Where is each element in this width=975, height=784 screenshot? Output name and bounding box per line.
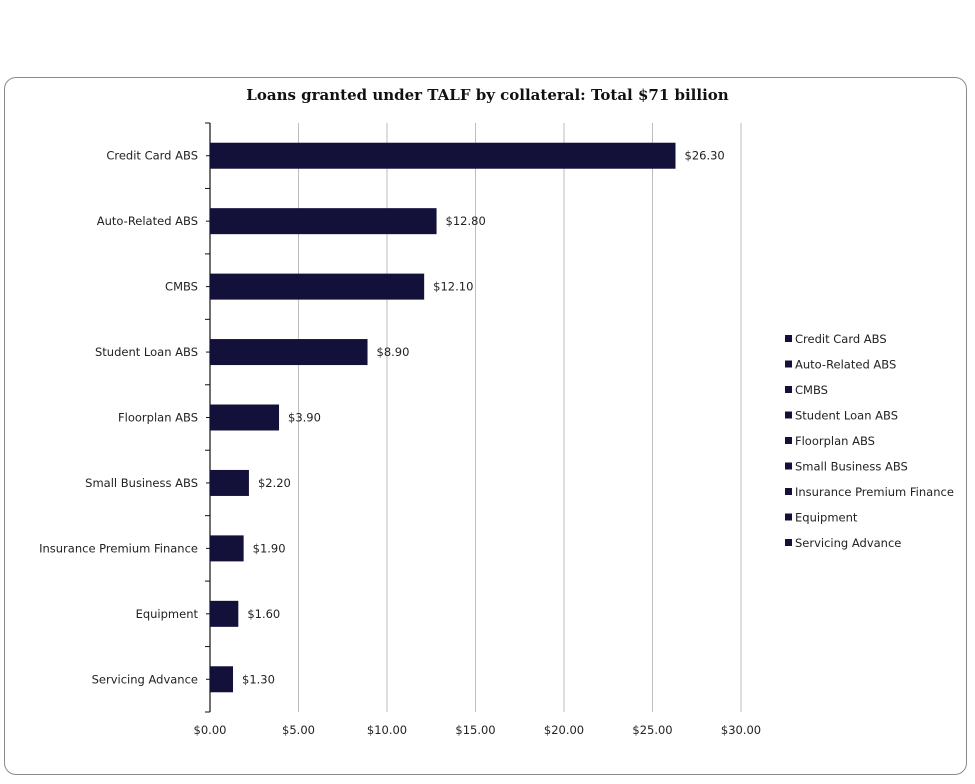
bar-student-loan-abs (210, 339, 368, 366)
data-label: $12.10 (433, 280, 473, 294)
legend-swatch (785, 360, 792, 368)
category-label: CMBS (165, 280, 198, 294)
x-tick-label: $25.00 (632, 723, 672, 737)
legend-entry: Servicing Advance (795, 536, 901, 550)
category-label: Servicing Advance (92, 672, 198, 686)
legend-entry: Small Business ABS (795, 460, 908, 474)
bar-equipment (210, 600, 239, 627)
category-label: Auto-Related ABS (97, 214, 198, 228)
x-tick-label: $5.00 (282, 723, 315, 737)
category-label: Student Loan ABS (95, 345, 198, 359)
x-tick-label: $15.00 (455, 723, 495, 737)
bar-insurance-premium-finance (210, 535, 244, 562)
x-tick-label: $10.00 (367, 723, 407, 737)
category-label: Insurance Premium Finance (39, 541, 198, 555)
legend-entry: Insurance Premium Finance (795, 485, 954, 499)
legend-entry: Floorplan ABS (795, 434, 875, 448)
data-label: $12.80 (446, 214, 486, 228)
bar-floorplan-abs (210, 404, 280, 431)
category-label: Equipment (136, 607, 199, 621)
legend-entry: Credit Card ABS (795, 332, 887, 346)
bar-cmbs (210, 273, 425, 300)
data-label: $26.30 (685, 149, 725, 163)
legend-swatch (785, 437, 792, 444)
data-label: $2.20 (258, 476, 291, 490)
x-tick-label: $20.00 (544, 723, 584, 737)
legend-entry: CMBS (795, 383, 828, 397)
category-label: Credit Card ABS (106, 149, 198, 163)
data-label: $1.30 (242, 672, 275, 686)
data-label: $8.90 (377, 345, 410, 359)
bar-servicing-advance (210, 666, 234, 693)
legend-swatch (785, 335, 792, 342)
x-tick-label: $30.00 (721, 723, 761, 737)
legend-swatch (785, 462, 792, 470)
bar-small-business-abs (210, 469, 249, 496)
legend-swatch (785, 488, 792, 495)
data-label: $1.90 (253, 541, 286, 555)
data-label: $1.60 (247, 607, 280, 621)
legend-swatch (785, 386, 792, 393)
bar-credit-card-abs (210, 142, 676, 169)
data-label: $3.90 (288, 411, 321, 425)
chart-title: Loans granted under TALF by collateral: … (246, 86, 729, 104)
legend-swatch (785, 539, 792, 546)
legend-entry: Student Loan ABS (795, 409, 898, 423)
legend-entry: Auto-Related ABS (795, 358, 896, 372)
legend-entry: Equipment (795, 511, 858, 525)
legend-swatch (785, 513, 792, 521)
legend-swatch (785, 411, 792, 419)
chart-frame (4, 77, 967, 775)
category-label: Floorplan ABS (118, 411, 198, 425)
category-label: Small Business ABS (85, 476, 198, 490)
x-tick-label: $0.00 (194, 723, 227, 737)
bar-auto-related-abs (210, 208, 437, 235)
